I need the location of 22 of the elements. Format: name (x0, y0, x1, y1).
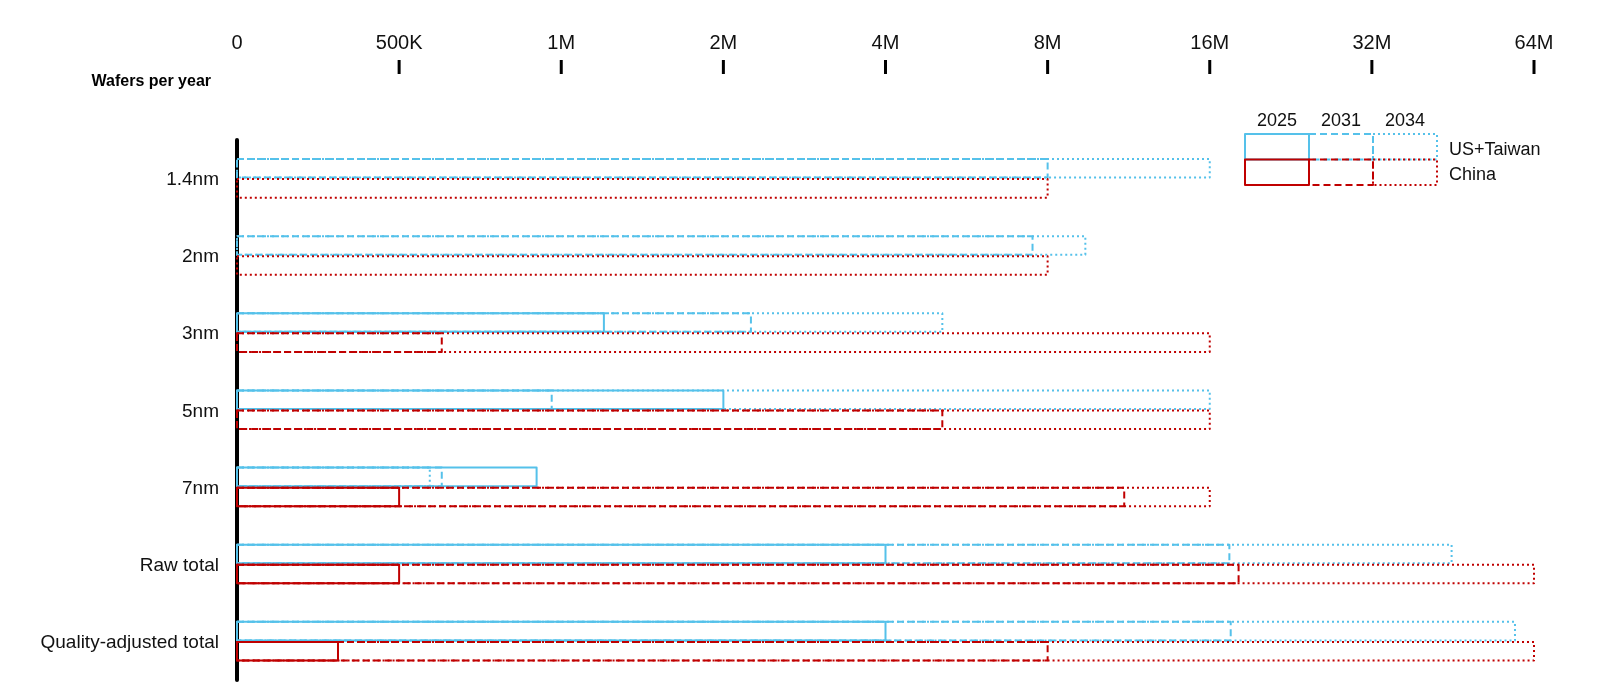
y-tick-label: 5nm (182, 399, 219, 421)
x-tick-label: 32M (1352, 31, 1392, 53)
x-tick-label: 1M (547, 31, 576, 53)
legend-label: US+Taiwan (1449, 138, 1541, 159)
legend-label: China (1449, 164, 1498, 185)
x-tick-label: 2M (709, 31, 738, 53)
x-tick-label: 4M (871, 31, 900, 53)
x-axis-title: Wafers per year (91, 71, 211, 89)
x-tick-label: 8M (1033, 31, 1062, 53)
text: 2034 (1384, 110, 1426, 130)
y-tick-label: Raw total (139, 553, 219, 575)
y-tick-label: Quality-adjusted total (40, 630, 219, 652)
y-tick-label: 2nm (182, 245, 219, 267)
y-tick-label: 3nm (182, 322, 219, 344)
y-tick-label: 1.4nm (166, 168, 219, 190)
x-tick-label: 64M (1514, 31, 1554, 53)
text: 2031 (1320, 110, 1362, 130)
x-tick-label: 16M (1190, 31, 1230, 53)
x-tick-label: 0 (231, 31, 243, 53)
text: 2025 (1256, 110, 1298, 130)
y-tick-label: 7nm (182, 476, 219, 498)
x-tick-label: 500K (375, 31, 424, 53)
